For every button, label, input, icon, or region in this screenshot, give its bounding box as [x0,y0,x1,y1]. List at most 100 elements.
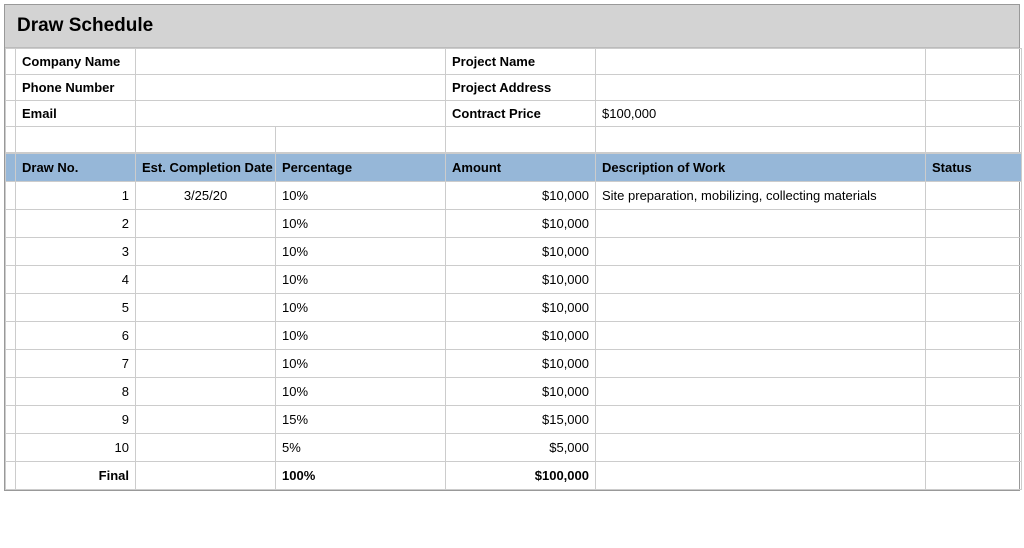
table-header: Draw No. Est. Completion Date Percentage… [6,154,1022,182]
cell-status[interactable] [926,294,1022,322]
cell-date[interactable] [136,350,276,378]
info-blank [926,49,1022,75]
final-date [136,462,276,490]
project-label: Project Name [446,49,596,75]
cell-desc[interactable] [596,350,926,378]
table-row: 4 10%$10,000 [6,266,1022,294]
table-row: 5 10%$10,000 [6,294,1022,322]
cell-amt[interactable]: $10,000 [446,182,596,210]
cell-drawno[interactable]: 7 [16,350,136,378]
cell-date[interactable] [136,378,276,406]
cell-drawno[interactable]: 4 [16,266,136,294]
spacer-cell [6,75,16,101]
spacer-cell [6,101,16,127]
cell-status[interactable] [926,210,1022,238]
cell-desc[interactable] [596,210,926,238]
cell-drawno[interactable]: 8 [16,378,136,406]
cell-pct[interactable]: 10% [276,182,446,210]
table-row: 8 10%$10,000 [6,378,1022,406]
cell-pct[interactable]: 10% [276,210,446,238]
cell-pct[interactable]: 5% [276,434,446,462]
spacer-cell [6,434,16,462]
info-table: Company Name Project Name Phone Number P… [5,48,1022,153]
table-row: 3 10%$10,000 [6,238,1022,266]
cell-drawno[interactable]: 10 [16,434,136,462]
phone-label: Phone Number [16,75,136,101]
cell-pct[interactable]: 10% [276,322,446,350]
final-desc [596,462,926,490]
table-row: 13/25/2010%$10,000Site preparation, mobi… [6,182,1022,210]
cell-date[interactable] [136,294,276,322]
spacer-cell [6,294,16,322]
final-status [926,462,1022,490]
cell-amt[interactable]: $10,000 [446,238,596,266]
table-row: 7 10%$10,000 [6,350,1022,378]
spacer-cell [6,378,16,406]
email-value[interactable] [136,101,446,127]
cell-desc[interactable] [596,238,926,266]
cell-pct[interactable]: 10% [276,266,446,294]
cell-date[interactable] [136,238,276,266]
cell-pct[interactable]: 10% [276,238,446,266]
company-value[interactable] [136,49,446,75]
table-row: 2 10%$10,000 [6,210,1022,238]
cell-status[interactable] [926,182,1022,210]
cell-status[interactable] [926,350,1022,378]
cell-desc[interactable] [596,378,926,406]
spacer-cell [6,182,16,210]
cell-amt[interactable]: $10,000 [446,266,596,294]
contract-value[interactable]: $100,000 [596,101,926,127]
cell-status[interactable] [926,378,1022,406]
cell-pct[interactable]: 15% [276,406,446,434]
spacer-cell [6,406,16,434]
cell-amt[interactable]: $10,000 [446,210,596,238]
cell-drawno[interactable]: 3 [16,238,136,266]
cell-amt[interactable]: $10,000 [446,350,596,378]
cell-amt[interactable]: $10,000 [446,294,596,322]
project-value[interactable] [596,49,926,75]
cell-status[interactable] [926,406,1022,434]
cell-pct[interactable]: 10% [276,378,446,406]
sheet-title: Draw Schedule [5,5,1019,48]
cell-amt[interactable]: $15,000 [446,406,596,434]
final-pct: 100% [276,462,446,490]
info-blank [926,75,1022,101]
info-row-phone: Phone Number Project Address [6,75,1022,101]
address-value[interactable] [596,75,926,101]
cell-date[interactable] [136,322,276,350]
cell-status[interactable] [926,434,1022,462]
spacer-cell [6,350,16,378]
company-label: Company Name [16,49,136,75]
cell-pct[interactable]: 10% [276,294,446,322]
cell-status[interactable] [926,322,1022,350]
final-amt: $100,000 [446,462,596,490]
address-label: Project Address [446,75,596,101]
cell-desc[interactable] [596,434,926,462]
cell-status[interactable] [926,266,1022,294]
cell-drawno[interactable]: 5 [16,294,136,322]
cell-amt[interactable]: $10,000 [446,322,596,350]
cell-desc[interactable] [596,266,926,294]
cell-drawno[interactable]: 1 [16,182,136,210]
cell-amt[interactable]: $10,000 [446,378,596,406]
spacer-header [6,154,16,182]
cell-amt[interactable]: $5,000 [446,434,596,462]
cell-desc[interactable]: Site preparation, mobilizing, collecting… [596,182,926,210]
phone-value[interactable] [136,75,446,101]
cell-date[interactable]: 3/25/20 [136,182,276,210]
cell-date[interactable] [136,406,276,434]
cell-drawno[interactable]: 6 [16,322,136,350]
cell-desc[interactable] [596,322,926,350]
cell-desc[interactable] [596,294,926,322]
col-pct: Percentage [276,154,446,182]
draw-table: Draw No. Est. Completion Date Percentage… [5,153,1022,490]
cell-desc[interactable] [596,406,926,434]
cell-pct[interactable]: 10% [276,350,446,378]
cell-date[interactable] [136,434,276,462]
cell-date[interactable] [136,266,276,294]
cell-drawno[interactable]: 2 [16,210,136,238]
cell-drawno[interactable]: 9 [16,406,136,434]
cell-status[interactable] [926,238,1022,266]
table-row: 10 5%$5,000 [6,434,1022,462]
cell-date[interactable] [136,210,276,238]
